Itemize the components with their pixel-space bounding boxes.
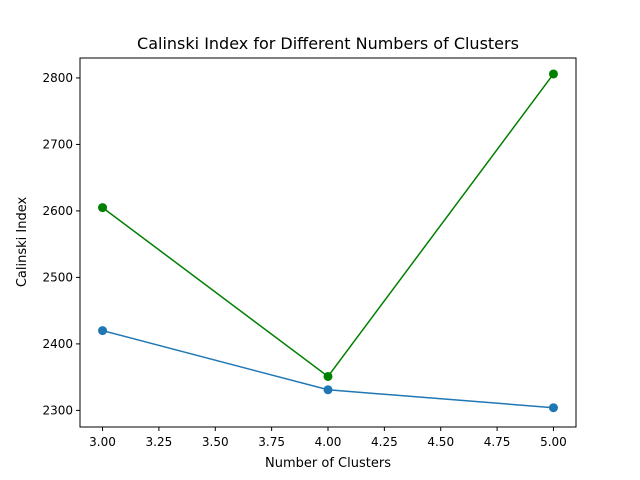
data-point	[323, 371, 333, 381]
y-tick-label: 2300	[42, 403, 73, 417]
y-tick-label: 2400	[42, 337, 73, 351]
x-tick-label: 5.00	[540, 435, 567, 449]
x-axis: 3.00 3.25 3.50 3.75 4.00 4.25 4.50 4.75 5.00	[89, 427, 567, 449]
y-tick-label: 2500	[42, 270, 73, 284]
x-tick-label: 4.25	[371, 435, 398, 449]
series-1	[98, 326, 558, 413]
x-axis-label: Number of Clusters	[265, 456, 391, 471]
x-tick-label: 4.75	[484, 435, 511, 449]
y-tick-label: 2600	[42, 204, 73, 218]
x-tick-label: 3.25	[146, 435, 173, 449]
x-tick-label: 3.75	[258, 435, 285, 449]
x-tick-label: 3.50	[202, 435, 229, 449]
data-point	[98, 203, 108, 213]
y-tick-label: 2800	[42, 71, 73, 85]
y-tick-label: 2700	[42, 137, 73, 151]
data-point	[323, 385, 333, 395]
data-point	[98, 326, 108, 336]
data-point	[548, 69, 558, 79]
y-axis-label: Calinski Index	[15, 197, 30, 288]
x-tick-label: 3.00	[89, 435, 116, 449]
x-tick-label: 4.00	[315, 435, 342, 449]
plot-area	[98, 69, 558, 413]
y-axis: 2300 2400 2500 2600 2700 2800	[42, 71, 80, 417]
data-point	[548, 403, 558, 413]
chart-title: Calinski Index for Different Numbers of …	[137, 34, 519, 53]
x-tick-label: 4.50	[427, 435, 454, 449]
series-2	[98, 69, 558, 381]
